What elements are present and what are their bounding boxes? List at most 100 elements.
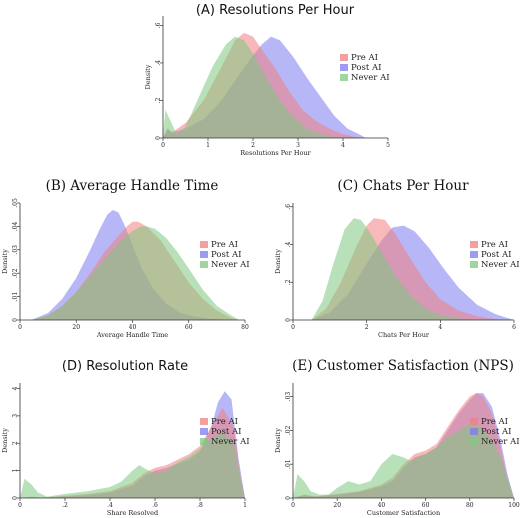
y-axis-label: Density <box>1 428 9 453</box>
legend-label: Never AI <box>481 260 520 270</box>
legend-swatch <box>340 74 348 81</box>
legend-label: Never AI <box>211 260 250 270</box>
legend-label: Never AI <box>481 437 520 447</box>
y-tick-label: 1 <box>12 469 19 473</box>
panel-title: (D) Resolution Rate <box>62 359 188 374</box>
x-tick-label: 0 <box>161 142 165 149</box>
y-tick-label: .03 <box>12 245 19 255</box>
legend-swatch <box>200 428 208 435</box>
y-tick-label: 0 <box>155 136 162 140</box>
legend-swatch <box>340 64 348 71</box>
y-axis-label: Density <box>1 249 9 274</box>
x-axis-label: Resolutions Per Hour <box>240 149 311 157</box>
x-tick-label: 60 <box>422 502 430 509</box>
density-area-never-ai <box>311 218 478 320</box>
y-tick-label: 2 <box>12 441 19 445</box>
x-tick-label: 40 <box>378 502 386 509</box>
y-tick-label: 0 <box>12 318 19 322</box>
y-tick-label: .6 <box>155 22 162 28</box>
y-axis-label: Density <box>274 428 282 453</box>
legend-swatch <box>470 428 478 435</box>
density-area-never-ai <box>20 432 245 498</box>
legend-label: Post AI <box>211 427 241 437</box>
density-area-never-ai <box>293 423 514 498</box>
y-tick-label: .2 <box>285 279 292 285</box>
y-tick-label: 0 <box>285 496 292 500</box>
x-tick-label: 100 <box>508 502 520 509</box>
y-tick-label: .01 <box>285 459 292 469</box>
x-tick-label: 4 <box>341 142 345 149</box>
y-tick-label: .03 <box>285 392 292 402</box>
x-tick-label: 0 <box>291 324 295 331</box>
x-tick-label: 5 <box>386 142 390 149</box>
panel-2: (C) Chats Per Hour 0 2 4 6 0 .2 .4 .6 Chats Per H… <box>274 178 520 339</box>
legend-swatch <box>470 251 478 258</box>
legend-label: Pre AI <box>211 417 238 427</box>
panel-1: (B) Average Handle Time 0 20 40 60 80 0 .01 .02.… <box>1 178 250 339</box>
legend-swatch <box>470 261 478 268</box>
legend-swatch <box>200 438 208 445</box>
x-tick-label: 20 <box>333 502 341 509</box>
y-tick-label: .6 <box>285 204 292 210</box>
legend-swatch <box>340 54 348 61</box>
x-tick-label: 6 <box>512 324 516 331</box>
x-tick-label: 40 <box>129 324 137 331</box>
x-tick-label: 20 <box>72 324 80 331</box>
y-tick-label: .05 <box>12 198 19 208</box>
legend-swatch <box>470 418 478 425</box>
x-tick-label: .8 <box>197 502 203 509</box>
density-area-never-ai <box>163 36 348 138</box>
y-tick-label: .4 <box>285 241 292 247</box>
legend-swatch <box>200 251 208 258</box>
x-tick-label: 0 <box>18 502 22 509</box>
panel-title: (A) Resolutions Per Hour <box>196 3 355 18</box>
legend-label: Pre AI <box>481 240 508 250</box>
x-tick-label: 1 <box>206 142 210 149</box>
legend-label: Never AI <box>351 73 390 83</box>
x-axis-label: Chats Per Hour <box>378 331 430 339</box>
y-tick-label: .2 <box>155 97 162 103</box>
x-tick-label: .2 <box>62 502 68 509</box>
y-tick-label: 0 <box>12 496 19 500</box>
x-tick-label: 1 <box>243 502 247 509</box>
x-axis-label: Average Handle Time <box>96 331 168 339</box>
x-tick-label: 80 <box>466 502 474 509</box>
y-tick-label: .4 <box>155 60 162 66</box>
x-tick-label: 0 <box>18 324 22 331</box>
legend-swatch <box>200 261 208 268</box>
panel-title: (B) Average Handle Time <box>46 178 219 194</box>
panel-0: (A) Resolutions Per Hour 0 1 2 3 4 5 0 .2 .4 .6 Res… <box>144 3 390 157</box>
legend-label: Pre AI <box>481 417 508 427</box>
panel-3: (D) Resolution Rate 0 .2 .4 .6 .8 1 0 1 2 3 4 Share … <box>1 359 250 517</box>
y-tick-label: .01 <box>12 292 19 302</box>
legend-label: Post AI <box>481 427 511 437</box>
y-tick-label: 4 <box>12 386 19 390</box>
legend-swatch <box>200 241 208 248</box>
y-tick-label: .04 <box>12 221 19 231</box>
y-tick-label: .02 <box>285 425 292 435</box>
legend-swatch <box>470 438 478 445</box>
panel-4: (E) Customer Satisfaction (NPS) 0 20 40 60 80… <box>274 358 520 517</box>
x-tick-label: .4 <box>107 502 113 509</box>
x-tick-label: 2 <box>365 324 369 331</box>
legend-swatch <box>200 418 208 425</box>
y-tick-label: 3 <box>12 414 19 418</box>
x-tick-label: 80 <box>241 324 249 331</box>
legend-label: Pre AI <box>211 240 238 250</box>
x-tick-label: 2 <box>251 142 255 149</box>
y-tick-label: .02 <box>12 268 19 278</box>
x-axis-label: Share Resolved <box>107 509 158 517</box>
x-tick-label: 0 <box>291 502 295 509</box>
x-tick-label: .6 <box>152 502 158 509</box>
y-tick-label: 0 <box>285 318 292 322</box>
legend-label: Never AI <box>211 437 250 447</box>
x-tick-label: 60 <box>185 324 193 331</box>
density-area-never-ai <box>31 226 240 320</box>
x-axis-label: Customer Satisfaction <box>367 509 440 517</box>
